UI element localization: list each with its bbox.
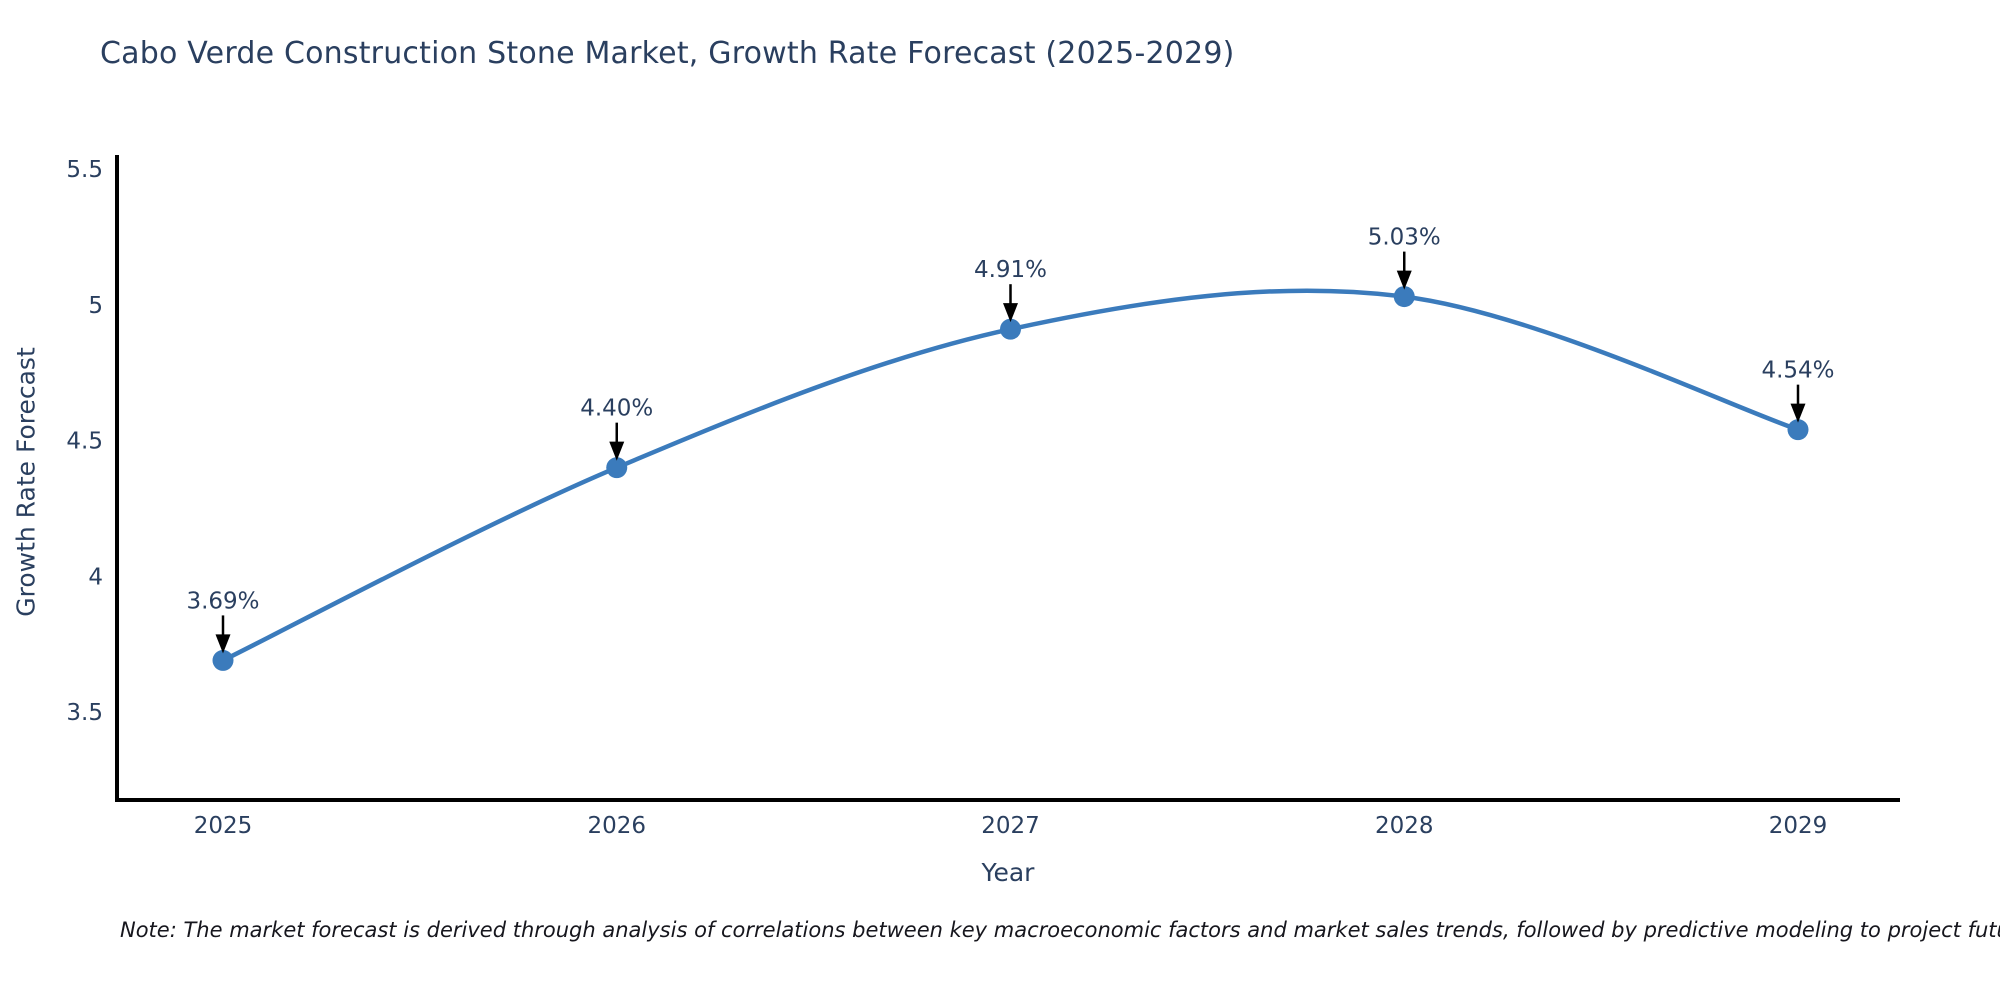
data-point-label: 3.69%	[186, 588, 259, 614]
x-axis-title: Year	[981, 858, 1035, 887]
data-point-marker	[1393, 286, 1415, 308]
y-tick-label: 4	[88, 564, 103, 590]
data-point-marker	[212, 649, 234, 671]
annotation-arrow-head	[1396, 270, 1412, 290]
y-tick-label: 4.5	[66, 429, 103, 455]
forecast-line	[220, 288, 1801, 663]
x-tick-label: 2028	[1375, 813, 1434, 839]
data-point-label: 4.54%	[1761, 358, 1834, 384]
annotation-arrow-head	[215, 634, 231, 654]
y-tick-label: 5	[88, 293, 103, 319]
chart-title: Cabo Verde Construction Stone Market, Gr…	[100, 36, 1235, 71]
annotation-arrow-head	[1790, 403, 1806, 423]
data-point-marker	[1787, 419, 1809, 441]
y-tick-label: 5.5	[66, 157, 103, 183]
x-tick-label: 2027	[981, 813, 1040, 839]
data-point-marker	[606, 457, 628, 479]
data-point-marker	[1000, 318, 1021, 340]
footnote: Note: The market forecast is derived thr…	[120, 918, 2000, 942]
x-tick-label: 2029	[1769, 813, 1828, 839]
x-tick-label: 2025	[194, 813, 253, 839]
y-tick-label: 3.5	[66, 700, 103, 726]
annotation-arrow-head	[1003, 303, 1018, 323]
data-point-label: 4.91%	[974, 257, 1047, 283]
data-point-label: 5.03%	[1368, 225, 1441, 251]
x-tick-label: 2026	[587, 813, 646, 839]
annotation-arrow-head	[609, 441, 625, 461]
data-point-label: 4.40%	[580, 396, 653, 422]
